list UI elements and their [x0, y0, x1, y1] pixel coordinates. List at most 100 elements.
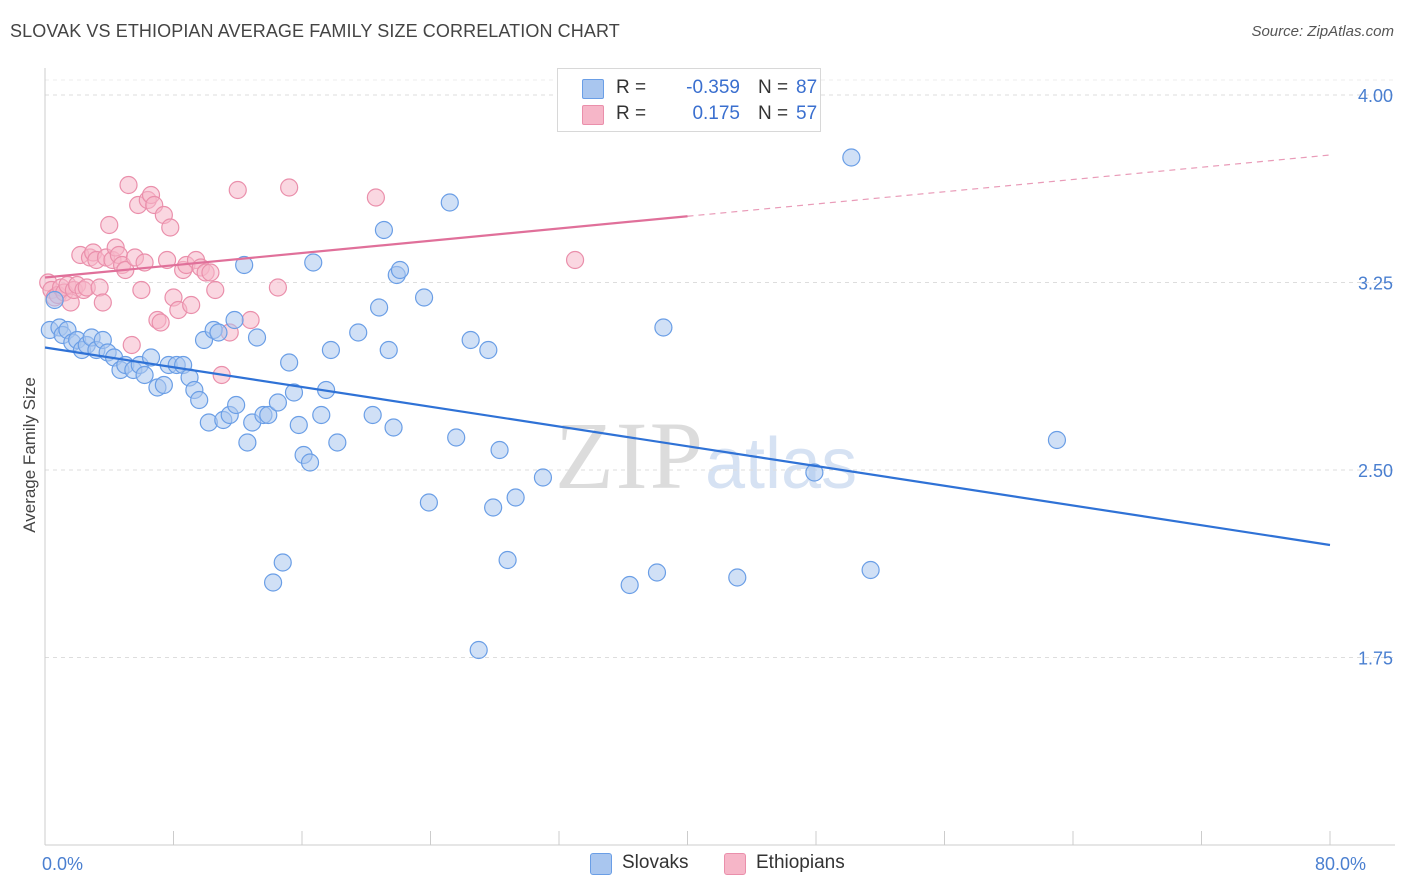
ethiopians-point — [182, 295, 201, 315]
legend-label-ethiopians: Ethiopians — [756, 852, 845, 873]
legend-n-label: N = — [758, 103, 789, 124]
legend-r-value: 0.175 — [692, 103, 740, 124]
slovaks-point — [842, 148, 861, 167]
x-tick-label: 80.0% — [1315, 854, 1366, 874]
slovaks-point — [209, 323, 228, 342]
slovaks-point — [280, 353, 299, 372]
y-tick-label: 4.00 — [1358, 86, 1393, 106]
watermark: ZIPatlas — [555, 400, 857, 511]
ethiopians-point — [157, 250, 177, 270]
slovaks-point — [1047, 430, 1067, 450]
ethiopians-point — [241, 310, 260, 330]
legend-n-label: N = — [758, 77, 789, 98]
ethiopians-point — [90, 278, 109, 297]
slovaks-point — [654, 318, 673, 337]
slovaks-point — [284, 383, 304, 402]
y-tick-label: 3.25 — [1358, 274, 1393, 294]
slovaks-point — [321, 340, 341, 360]
ethiopians-trend-extension — [687, 154, 1331, 217]
legend-swatch-ethiopians — [582, 105, 604, 125]
slovaks-point — [289, 415, 308, 435]
x-tick-label: 0.0% — [42, 854, 83, 874]
slovaks-point — [363, 405, 382, 425]
axes — [44, 68, 1395, 846]
slovaks-point — [374, 220, 394, 240]
slovaks-point — [533, 468, 553, 487]
watermark-zip: ZIP — [555, 402, 705, 509]
ethiopians-point — [100, 215, 119, 235]
slovaks-point — [414, 288, 434, 307]
slovaks-point — [268, 393, 288, 412]
slovaks-point — [447, 428, 466, 447]
slovaks-point — [235, 255, 254, 275]
slovaks-point — [259, 405, 278, 425]
slovaks-point — [154, 375, 173, 395]
slovaks-point — [370, 298, 389, 317]
slovaks-point — [225, 310, 244, 330]
ethiopians-point — [93, 293, 112, 312]
slovaks-point — [135, 365, 154, 385]
slovaks-point — [419, 493, 438, 512]
stats-legend: R = -0.359 N = 87 R = 0.175 N = 57 — [557, 68, 821, 132]
slovaks-point — [461, 330, 480, 350]
slovaks-point — [247, 328, 267, 347]
slovaks-point — [227, 395, 246, 415]
slovaks-point — [328, 433, 347, 452]
grid — [45, 79, 1395, 658]
ethiopians-point — [268, 278, 288, 297]
slovaks-point — [379, 340, 398, 360]
ethiopians-point — [206, 280, 225, 300]
slovaks-point — [498, 550, 517, 570]
slovaks-point — [490, 440, 509, 460]
slovaks-point — [390, 260, 410, 280]
slovaks-point — [312, 405, 331, 425]
slovaks-point — [861, 560, 880, 580]
slovaks-point — [349, 323, 368, 342]
ethiopians-point — [228, 180, 247, 200]
slovaks-point — [238, 433, 257, 452]
ethiopians-point — [119, 175, 138, 195]
watermark-atlas: atlas — [705, 424, 858, 504]
y-tick-label: 2.50 — [1358, 461, 1393, 481]
slovaks-point — [300, 453, 320, 472]
slovaks-point — [190, 390, 209, 410]
slovaks-point — [647, 563, 667, 582]
y-tick-label: 1.75 — [1358, 649, 1393, 669]
ethiopians-point — [366, 188, 385, 207]
tick-labels: 1.75 2.50 3.25 4.00 0.0% 80.0% — [42, 86, 1393, 874]
legend-swatch-slovaks — [590, 853, 612, 875]
legend-n-value: 57 — [796, 103, 818, 124]
ethiopians-point — [132, 280, 151, 300]
slovaks-point — [304, 253, 323, 272]
ethiopians-trend-line — [44, 215, 688, 279]
slovaks-trend-line — [44, 346, 1331, 547]
slovaks-point — [728, 568, 747, 587]
slovaks-point — [479, 340, 498, 360]
slovaks-point — [805, 463, 824, 482]
source-label: Source: ZipAtlas.com — [1251, 23, 1394, 40]
trend-lines — [44, 154, 1331, 547]
legend-r-label: R = — [616, 77, 647, 98]
slovaks-point — [506, 488, 525, 507]
legend-n-value: 87 — [796, 77, 818, 98]
legend-swatch-slovaks — [582, 79, 604, 99]
slovaks-point — [141, 348, 161, 367]
legend-r-value: -0.359 — [686, 77, 740, 98]
slovaks-point — [273, 553, 292, 572]
ethiopians-point — [280, 178, 299, 197]
ethiopians-point — [161, 218, 180, 237]
slovaks-points — [40, 148, 1067, 660]
chart-title: SLOVAK VS ETHIOPIAN AVERAGE FAMILY SIZE … — [10, 21, 620, 41]
slovaks-point — [469, 640, 488, 660]
slovaks-point — [384, 418, 403, 437]
ethiopians-point — [565, 250, 585, 270]
ethiopians-point — [201, 263, 220, 282]
legend-label-slovaks: Slovaks — [622, 852, 689, 873]
ethiopians-point — [122, 335, 141, 355]
slovaks-point — [263, 573, 283, 592]
ethiopians-point — [151, 313, 170, 332]
slovaks-point — [620, 575, 639, 595]
slovaks-point — [45, 290, 64, 310]
slovaks-point — [440, 193, 459, 212]
